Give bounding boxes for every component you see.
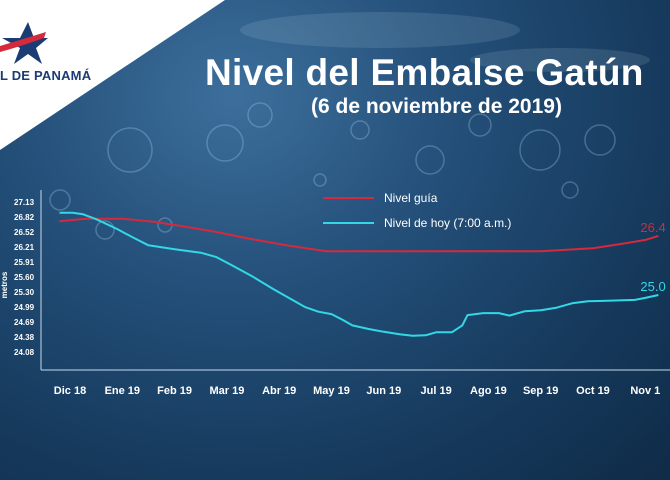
- y-axis-label: metros: [0, 271, 9, 298]
- y-tick-label: 24.69: [14, 318, 35, 327]
- y-tick-label: 25.30: [14, 288, 35, 297]
- page-title: Nivel del Embalse Gatún: [205, 52, 644, 93]
- x-tick-label: Feb 19: [157, 385, 192, 397]
- y-tick-label: 24.08: [14, 348, 35, 357]
- logo-text: L DE PANAMÁ: [0, 68, 92, 83]
- y-tick-label: 24.99: [14, 303, 35, 312]
- x-tick-label: Jul 19: [421, 385, 452, 397]
- y-tick-label: 26.52: [14, 228, 35, 237]
- series-end-label: 25.0: [640, 279, 665, 294]
- series-line-today: [59, 211, 659, 337]
- x-tick-label: Abr 19: [262, 385, 296, 397]
- x-tick-label: Mar 19: [209, 385, 244, 397]
- legend-label: Nivel de hoy (7:00 a.m.): [384, 216, 511, 230]
- y-tick-label: 24.38: [14, 333, 35, 342]
- series-line-guide: [59, 217, 659, 253]
- x-tick-label: May 19: [313, 385, 350, 397]
- x-tick-label: Jun 19: [366, 385, 401, 397]
- legend-label: Nivel guía: [384, 191, 438, 205]
- y-tick-label: 25.60: [14, 273, 35, 282]
- x-tick-label: Sep 19: [523, 385, 558, 397]
- series-end-label: 26.4: [640, 220, 665, 235]
- y-tick-label: 26.21: [14, 243, 35, 252]
- x-tick-label: Dic 18: [54, 385, 86, 397]
- y-tick-label: 26.82: [14, 213, 35, 222]
- y-tick-label: 27.13: [14, 198, 35, 207]
- x-tick-label: Ene 19: [105, 385, 140, 397]
- y-tick-label: 25.91: [14, 258, 35, 267]
- page-subtitle: (6 de noviembre de 2019): [311, 95, 562, 118]
- x-tick-label: Nov 1: [630, 385, 660, 397]
- star-icon: [0, 22, 48, 64]
- x-tick-label: Oct 19: [576, 385, 610, 397]
- x-tick-label: Ago 19: [470, 385, 507, 397]
